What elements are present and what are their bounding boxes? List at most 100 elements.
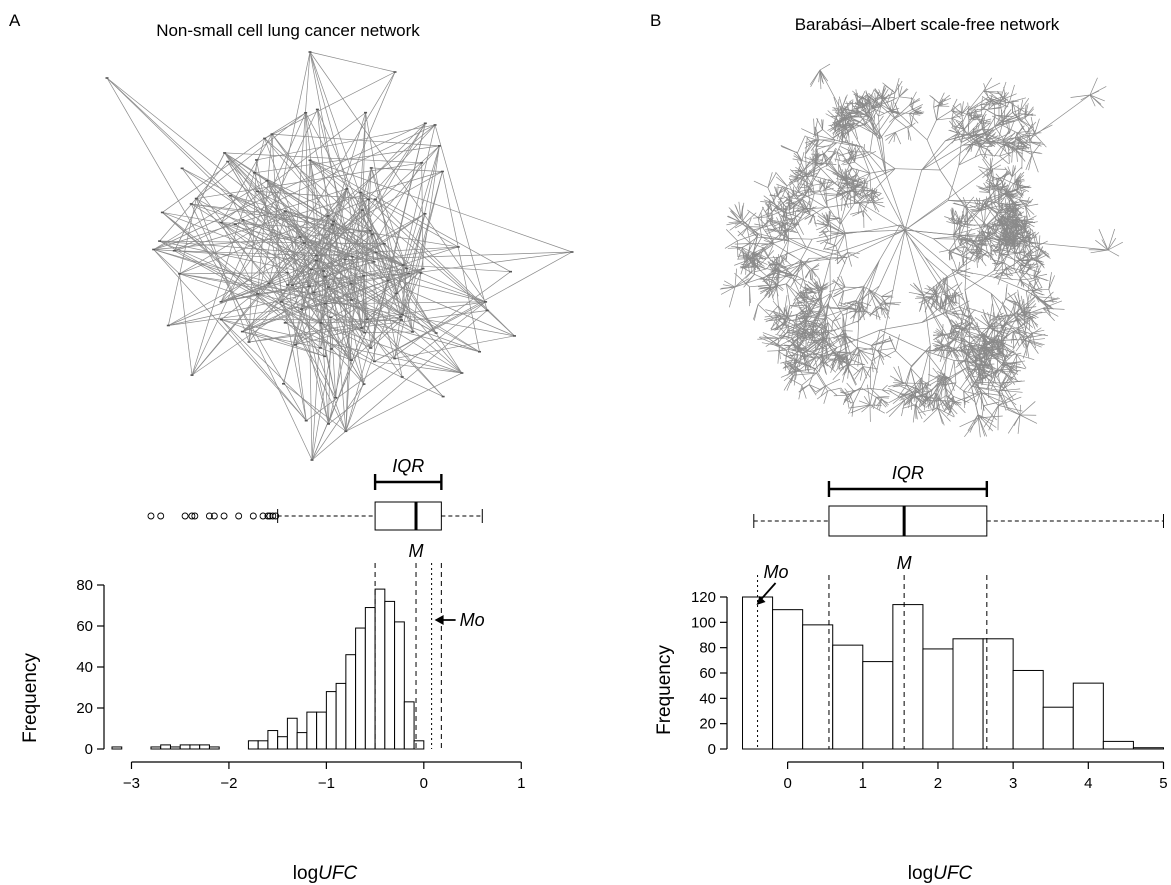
network-edge [998, 391, 1009, 410]
network-edge [420, 145, 440, 274]
network-edge [777, 264, 788, 269]
network-edge [876, 396, 888, 404]
network-edge [894, 78, 900, 93]
network-edge [1031, 154, 1039, 173]
network-edge [982, 309, 990, 328]
network-edge [999, 93, 1017, 101]
network-edge [990, 243, 1003, 246]
network-edge [793, 372, 817, 376]
network-edge [793, 194, 806, 205]
network-edge [837, 353, 842, 366]
network-edge [806, 331, 829, 337]
network-edge [957, 272, 971, 278]
network-edge [980, 153, 1000, 157]
network-edge [793, 212, 806, 226]
network-node [241, 219, 245, 221]
network-edge [872, 201, 885, 208]
network-edge [945, 312, 963, 315]
panel-letter-b: B [650, 11, 661, 30]
network-edge [787, 273, 798, 277]
network-edge [949, 396, 954, 411]
panel-b-histogram-bar [862, 661, 894, 750]
network-edge [360, 192, 459, 248]
network-node [345, 188, 349, 190]
network-edge [788, 200, 793, 211]
network-edge [977, 414, 994, 432]
network-edge [921, 312, 946, 323]
network-edge [1029, 339, 1045, 346]
network-edge [849, 115, 859, 118]
network-edge [762, 226, 775, 245]
network-edge [1026, 123, 1033, 134]
network-edge [973, 382, 985, 406]
network-edge [984, 339, 1002, 343]
network-edge [998, 393, 1017, 406]
network-edge [762, 334, 780, 347]
network-edge [813, 336, 823, 350]
panel-b-iqr-label: IQR [892, 463, 924, 483]
network-edge [975, 131, 988, 136]
network-edge [254, 172, 371, 232]
network-edge [779, 256, 788, 265]
network-edge [1029, 130, 1036, 143]
network-edge [985, 133, 1004, 141]
network-edge [910, 367, 923, 381]
network-edge [786, 283, 791, 306]
network-edge [907, 128, 909, 140]
network-edge [964, 250, 968, 291]
network-edge [810, 310, 826, 317]
network-edge [968, 110, 972, 120]
network-edge [877, 347, 894, 351]
network-edge [1023, 243, 1025, 257]
network-edge [1001, 254, 1007, 268]
network-edge [910, 124, 928, 141]
network-edge [867, 384, 871, 406]
network-edge [813, 167, 822, 180]
network-edge [853, 93, 862, 100]
network-edge [844, 336, 847, 365]
panel-b-y-tick-label: 60 [699, 665, 716, 682]
network-edge [807, 294, 815, 311]
network-node [267, 282, 271, 285]
network-edge [852, 306, 859, 319]
network-edge [801, 160, 818, 166]
network-edge [838, 174, 864, 184]
network-edge [951, 133, 961, 144]
network-edge [816, 224, 830, 231]
network-node [350, 299, 354, 301]
network-edge [770, 287, 774, 301]
network-edge [992, 168, 994, 181]
network-edge [777, 246, 806, 258]
network-edge [958, 258, 968, 270]
network-edge [761, 342, 780, 347]
network-edge [953, 360, 957, 383]
network-edge [861, 90, 866, 100]
network-edge [881, 398, 889, 406]
network-edge [975, 124, 980, 136]
network-edge [1016, 132, 1019, 147]
network-edge [844, 230, 869, 235]
network-edge [221, 264, 404, 303]
network-edge [937, 408, 951, 422]
network-edge [801, 151, 805, 161]
network-edge [891, 92, 896, 113]
panel-b-histogram-bar [772, 609, 804, 750]
network-edge [1002, 133, 1016, 141]
network-edge [907, 128, 912, 141]
network-node [395, 292, 399, 295]
network-edge [983, 207, 986, 228]
network-node [421, 267, 425, 270]
network-edge [786, 283, 798, 299]
network-edge [1029, 141, 1042, 147]
network-edge [1002, 388, 1021, 391]
network-edge [828, 162, 840, 175]
network-edge [1048, 289, 1054, 304]
network-node [400, 376, 404, 378]
network-edge [939, 169, 965, 207]
network-edge [757, 206, 764, 218]
network-edge [796, 361, 816, 369]
network-edge [960, 240, 979, 248]
network-edge [923, 298, 931, 347]
network-edge [309, 159, 488, 311]
network-edge [899, 392, 916, 401]
